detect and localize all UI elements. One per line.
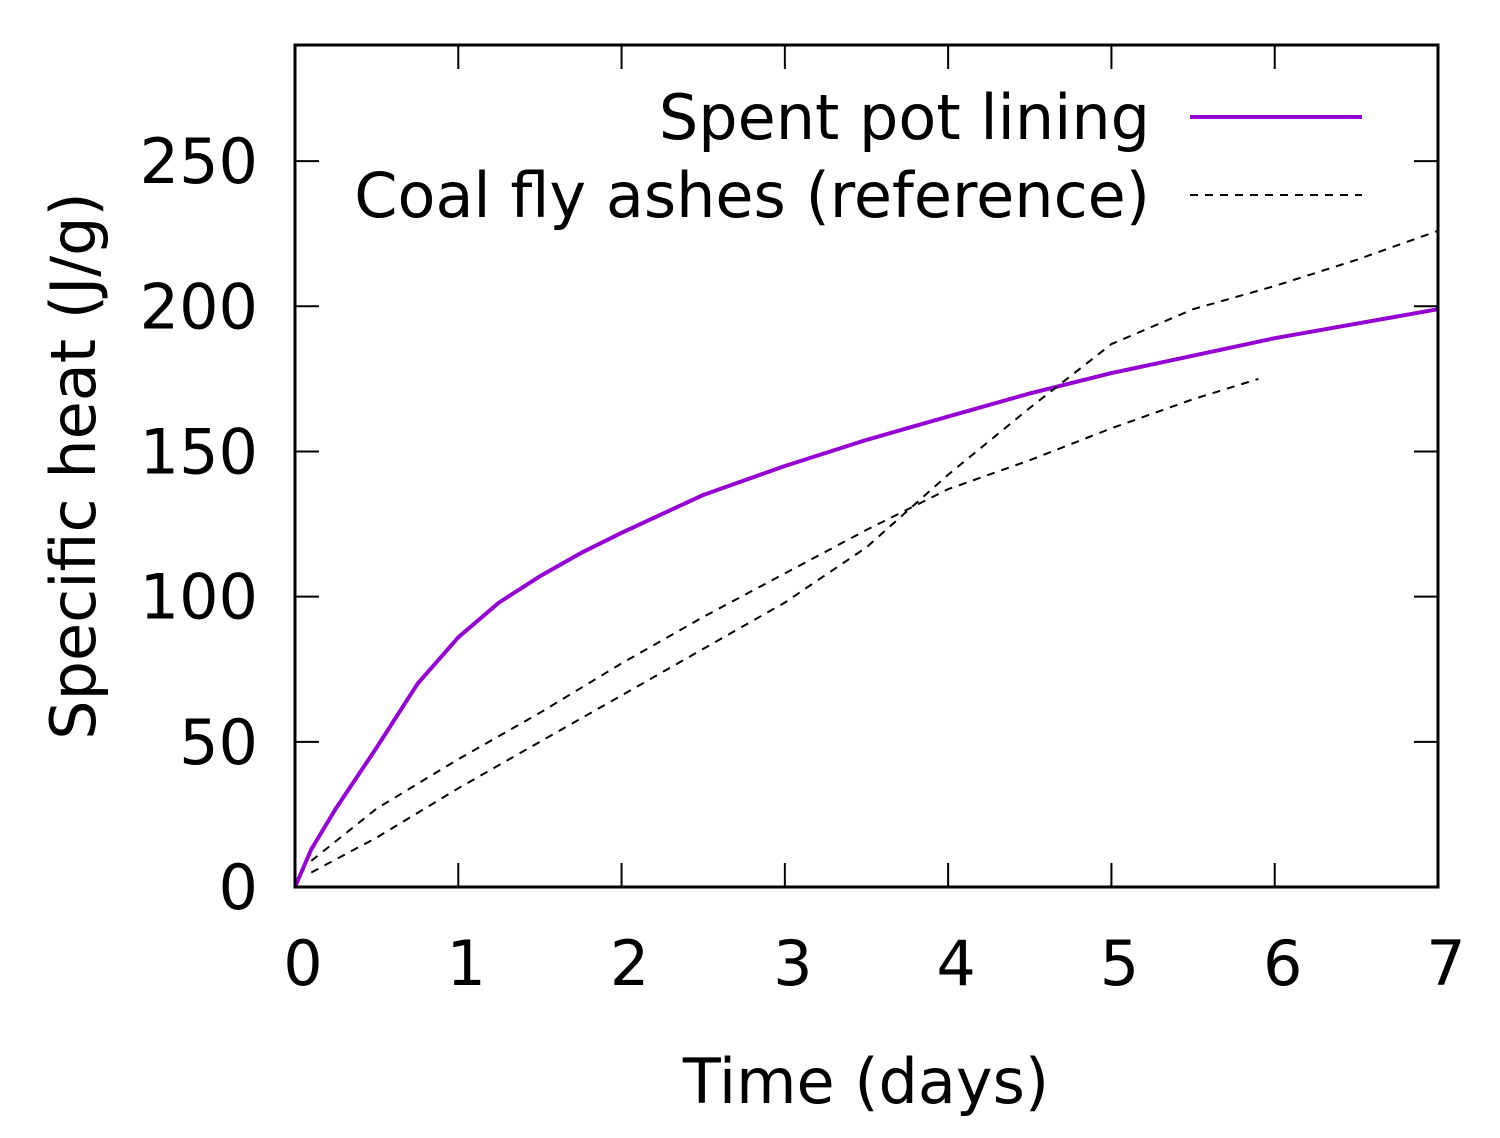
x-tick-label: 7	[1426, 927, 1465, 1000]
y-tick-label: 0	[219, 851, 258, 924]
legend-label: Spent pot lining	[659, 81, 1150, 154]
x-tick-label: 6	[1263, 927, 1302, 1000]
series-line-0	[293, 307, 1439, 888]
x-tick-label: 5	[1100, 927, 1139, 1000]
x-tick-label: 3	[773, 927, 812, 1000]
x-tick-label: 0	[283, 927, 322, 1000]
plot-frame	[293, 43, 1440, 889]
series-line-1-1	[310, 377, 1259, 862]
y-tick-label: 50	[179, 706, 258, 779]
y-tick-label: 100	[140, 561, 258, 634]
x-axis-title: Time (days)	[682, 1045, 1049, 1118]
y-tick-label: 200	[140, 270, 258, 343]
y-tick-label: 150	[140, 415, 258, 488]
y-tick-label: 250	[140, 125, 258, 198]
x-tick-label: 2	[610, 927, 649, 1000]
y-axis-title: Specific heat (J/g)	[37, 192, 110, 739]
x-tick-label: 1	[447, 927, 486, 1000]
legend-label: Coal fly ashes (reference)	[354, 159, 1150, 232]
x-tick-label: 4	[936, 927, 975, 1000]
series-line-1-0	[310, 229, 1439, 874]
